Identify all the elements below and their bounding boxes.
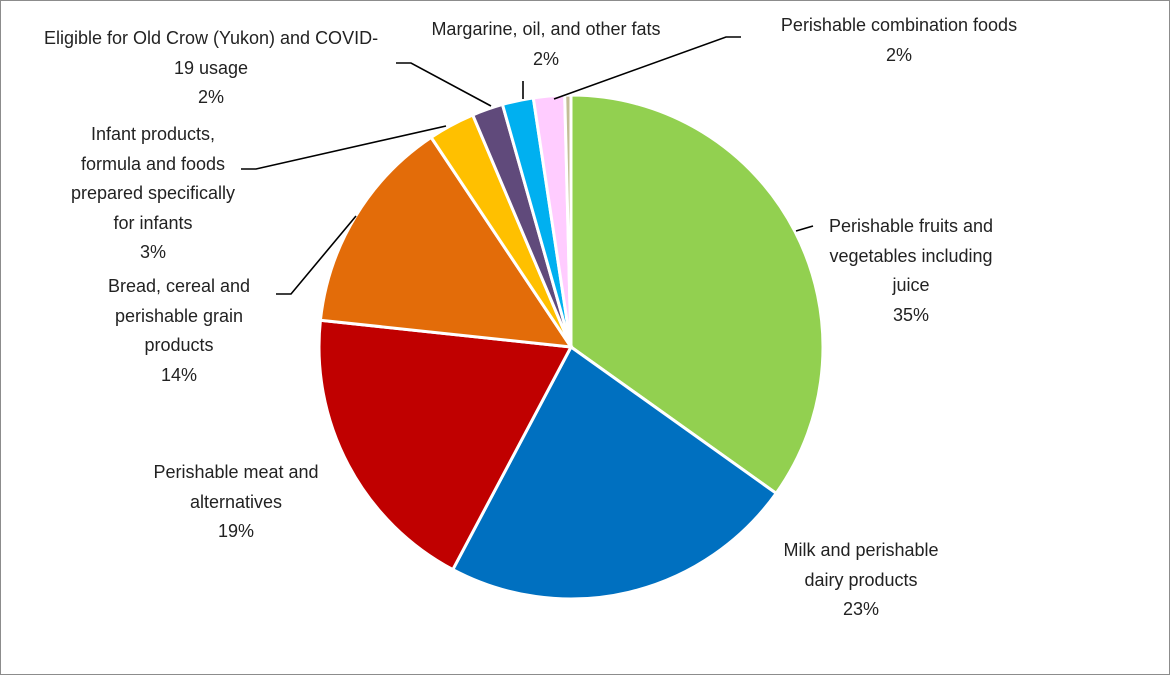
category-label-line: prepared specifically [70,183,236,203]
data-label-6: Margarine, oil, and other fats 2% [431,15,660,74]
data-label-0: Perishable fruits and vegetables includin… [829,212,993,330]
data-label-4: Infant products, formula and foods prepare… [71,120,235,268]
percent-label: 14% [160,364,198,385]
category-label-line: juice [892,275,930,295]
leader-line-5 [396,62,492,107]
category-label-line: formula and foods [80,153,226,174]
category-label-line: Milk and perishable [783,540,939,560]
category-label-line: Margarine, oil, and other fats [431,19,661,39]
category-label-line: Bread, cereal and [107,276,251,296]
leader-line-0 [795,225,814,232]
data-label-3: Bread, cereal and perishable grain product… [108,272,250,390]
category-label-line: Perishable fruits and [828,216,994,236]
category-label-line: perishable grain [114,305,244,326]
data-label-2: Perishable meat and alternatives 19% [153,458,318,547]
percent-label: 23% [842,599,880,619]
percent-label: 2% [532,48,559,69]
pie-slice-2 [317,318,574,572]
category-label-line: Perishable meat and [153,462,319,482]
leader-line-4 [241,125,447,170]
leader-line-7 [553,36,741,100]
category-label-line: Eligible for Old Crow (Yukon) and COVID- [43,28,379,48]
category-label-line: for infants [113,212,193,233]
percent-label: 2% [885,44,912,65]
category-label-line: Infant products, [90,124,216,144]
category-label-line: products [144,335,214,355]
category-label-line: alternatives [189,491,283,512]
category-label-line: 19 usage [173,57,249,78]
category-label-line: Perishable combination foods [780,15,1018,35]
percent-label: 19% [217,521,255,541]
data-label-5: Eligible for Old Crow (Yukon) and COVID-… [44,24,378,113]
data-label-1: Milk and perishable dairy products 23% [783,536,938,625]
percent-label: 35% [892,304,930,325]
percent-label: 2% [197,87,224,107]
pie-slice-1 [450,344,779,601]
leader-line-3 [276,215,357,295]
category-label-line: vegetables including [829,245,993,266]
category-label-line: dairy products [804,569,918,590]
data-label-7: Perishable combination foods 2% [781,11,1017,70]
percent-label: 3% [139,242,166,262]
pie-slice-0 [569,93,825,496]
